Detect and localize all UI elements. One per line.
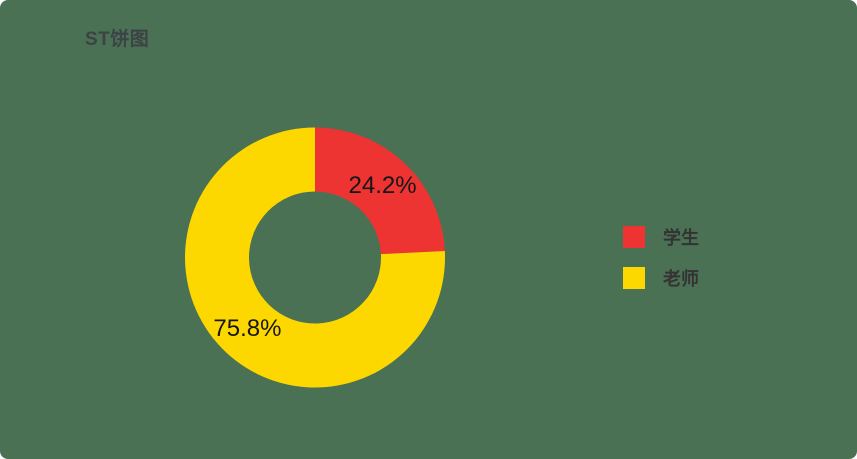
pie-slice-学生[interactable] bbox=[315, 127, 445, 255]
legend-swatch-teachers-icon bbox=[623, 267, 645, 289]
legend: 学生 老师 bbox=[623, 224, 699, 291]
slice-label-students: 24.2% bbox=[348, 172, 417, 200]
legend-label-students: 学生 bbox=[663, 228, 699, 248]
legend-label-teachers: 老师 bbox=[663, 269, 699, 289]
legend-item-teachers[interactable]: 老师 bbox=[623, 265, 699, 291]
pie-slice-老师[interactable] bbox=[185, 127, 446, 388]
legend-item-students[interactable]: 学生 bbox=[623, 224, 699, 250]
legend-swatch-students-icon bbox=[623, 226, 645, 248]
chart-title: ST饼图 bbox=[85, 29, 150, 50]
slice-label-teachers: 75.8% bbox=[213, 314, 282, 342]
